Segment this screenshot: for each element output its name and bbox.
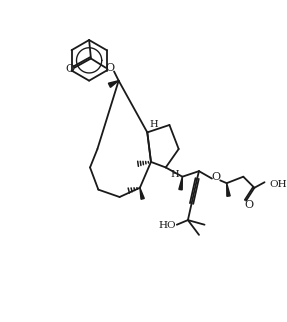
- Text: OH: OH: [269, 180, 287, 189]
- Polygon shape: [140, 188, 144, 199]
- Polygon shape: [179, 177, 182, 190]
- Text: O: O: [211, 172, 220, 182]
- Text: HO: HO: [159, 221, 177, 230]
- Text: O: O: [244, 200, 253, 210]
- Text: O: O: [65, 64, 74, 74]
- Polygon shape: [227, 183, 230, 196]
- Text: O: O: [106, 63, 115, 73]
- Text: H: H: [150, 119, 158, 128]
- Text: H: H: [171, 170, 179, 179]
- Polygon shape: [108, 81, 119, 87]
